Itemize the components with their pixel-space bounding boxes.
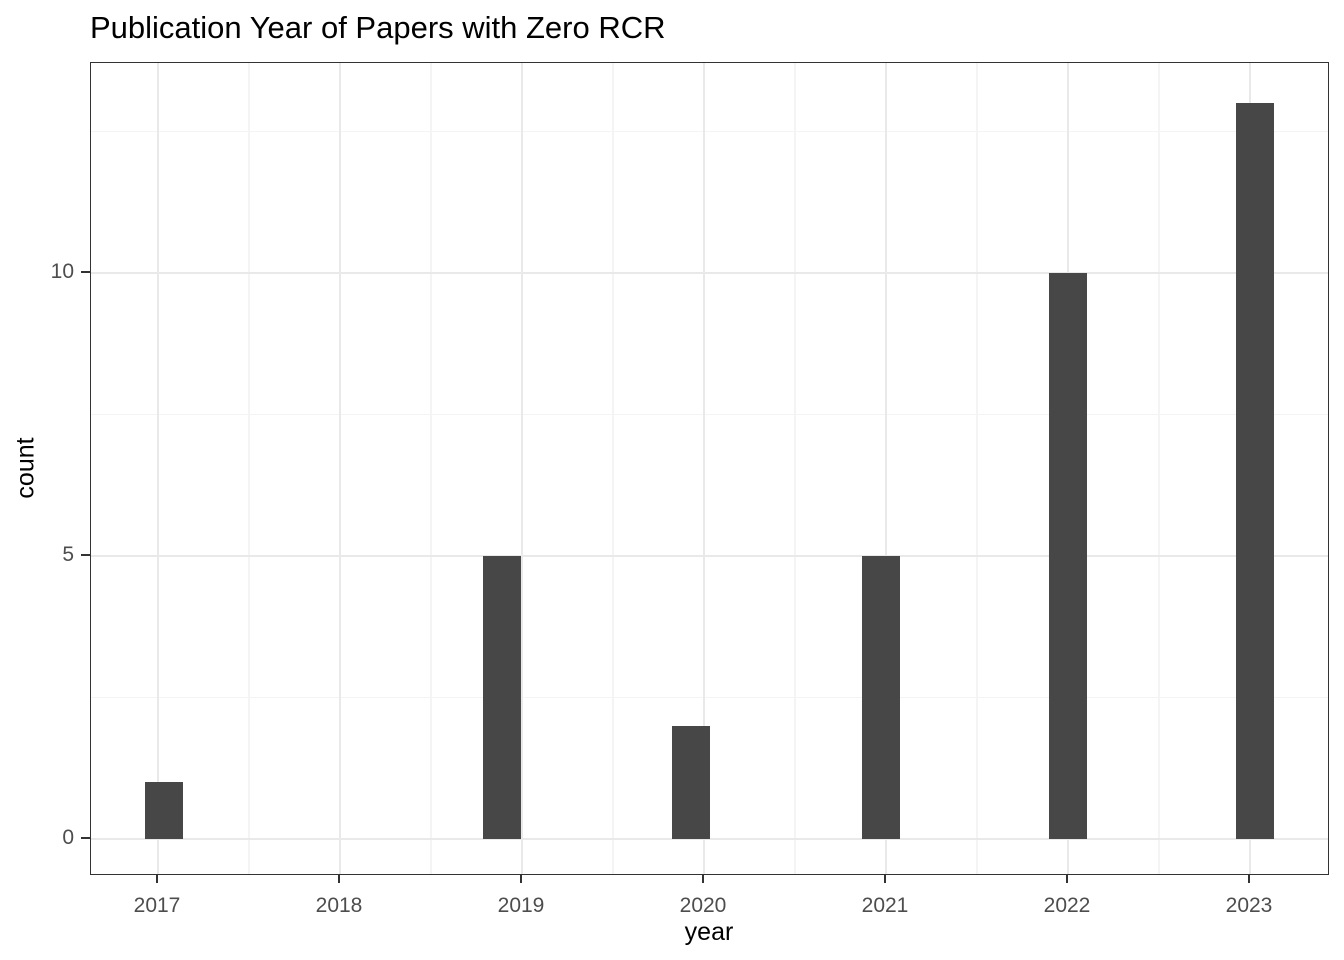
gridline-y-major (91, 271, 1328, 274)
gridline-x-major (157, 63, 159, 874)
x-tick-label: 2019 (497, 894, 545, 917)
x-tick-mark (884, 875, 886, 883)
y-axis-title: count (11, 437, 40, 499)
gridline-x-minor (794, 63, 796, 874)
y-tick-label: 0 (62, 826, 74, 849)
gridline-y-minor (91, 130, 1328, 132)
gridline-y-major (91, 554, 1328, 557)
x-tick-label: 2018 (315, 894, 363, 917)
gridline-x-minor (248, 63, 250, 874)
x-tick-mark (338, 875, 340, 883)
plot-panel (90, 62, 1329, 875)
x-tick-label: 2021 (861, 894, 909, 917)
bar-2017 (145, 782, 183, 839)
x-tick-mark (702, 875, 704, 883)
gridline-x-major (703, 63, 705, 874)
gridline-y-major (91, 838, 1328, 840)
gridline-y-minor (91, 696, 1328, 699)
gridline-x-minor (430, 63, 432, 874)
x-tick-mark (156, 875, 158, 883)
gridline-x-minor (976, 63, 978, 874)
bar-2020 (672, 725, 710, 839)
chart-title: Publication Year of Papers with Zero RCR (90, 10, 666, 45)
bar-2022 (1049, 272, 1087, 839)
x-tick-label: 2017 (133, 894, 181, 917)
x-tick-mark (1248, 875, 1250, 883)
bar-2019 (483, 555, 521, 839)
gridline-x-minor (612, 63, 614, 874)
x-tick-mark (520, 875, 522, 883)
gridline-x-major (339, 63, 341, 874)
y-tick-mark (81, 270, 90, 273)
gridline-y-minor (91, 413, 1328, 416)
y-tick-mark (81, 553, 90, 556)
x-axis-title: year (684, 918, 734, 946)
x-tick-label: 2020 (679, 894, 727, 917)
x-tick-mark (1066, 875, 1068, 883)
bar-2023 (1236, 102, 1274, 839)
gridline-x-major (885, 63, 887, 874)
gridline-x-major (521, 63, 523, 874)
x-tick-label: 2023 (1225, 894, 1273, 917)
y-tick-mark (81, 837, 90, 839)
x-tick-label: 2022 (1043, 894, 1091, 917)
bar-2021 (862, 555, 900, 839)
y-tick-label: 10 (50, 259, 74, 283)
y-tick-label: 5 (62, 542, 74, 566)
gridline-x-minor (1158, 63, 1160, 874)
